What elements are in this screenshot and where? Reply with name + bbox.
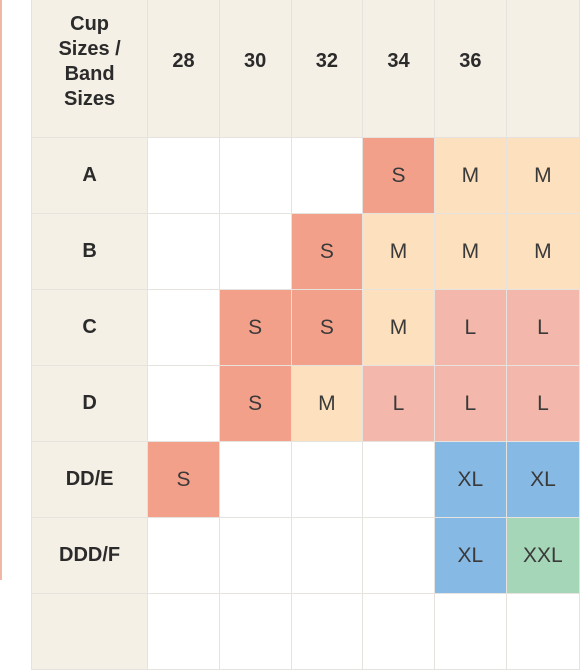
size-cell: XL bbox=[433, 517, 507, 594]
table-row: DD/E S XL XL bbox=[30, 441, 580, 518]
size-cell bbox=[218, 213, 292, 290]
size-cell: S bbox=[290, 289, 364, 366]
size-cell: M bbox=[433, 137, 507, 214]
size-cell: S bbox=[362, 137, 435, 214]
size-cell bbox=[290, 137, 364, 214]
size-cell: M bbox=[362, 213, 435, 290]
size-cell bbox=[147, 137, 220, 214]
corner-line: Cup bbox=[70, 12, 110, 35]
left-border-rule bbox=[0, 0, 2, 580]
corner-line: Sizes / bbox=[58, 37, 121, 60]
size-cell: S bbox=[218, 365, 292, 442]
band-header-28: 28 bbox=[147, 0, 220, 138]
size-cell: S bbox=[147, 441, 220, 518]
size-cell: XL bbox=[433, 441, 507, 518]
size-cell: L bbox=[505, 365, 580, 442]
size-cell bbox=[147, 213, 220, 290]
band-header-30: 30 bbox=[218, 0, 292, 138]
cup-size-header: D bbox=[30, 365, 149, 442]
size-cell bbox=[147, 593, 220, 670]
size-cell: XXL bbox=[505, 517, 580, 594]
size-cell bbox=[147, 365, 220, 442]
size-cell: L bbox=[362, 365, 435, 442]
band-header-36: 36 bbox=[433, 0, 507, 138]
size-cell bbox=[290, 517, 364, 594]
band-header-32: 32 bbox=[290, 0, 364, 138]
size-cell bbox=[362, 593, 435, 670]
size-cell bbox=[290, 441, 364, 518]
table-row bbox=[30, 593, 580, 670]
size-cell bbox=[147, 289, 220, 366]
size-cell: XL bbox=[505, 441, 580, 518]
band-header-next bbox=[505, 0, 580, 138]
corner-line: Band bbox=[64, 62, 115, 85]
size-cell bbox=[218, 137, 292, 214]
size-cell bbox=[362, 517, 435, 594]
size-cell bbox=[505, 593, 580, 670]
size-cell: S bbox=[290, 213, 364, 290]
size-cell bbox=[218, 593, 292, 670]
size-cell bbox=[147, 517, 220, 594]
cup-size-header: DDD/F bbox=[30, 517, 149, 594]
size-cell bbox=[218, 441, 292, 518]
corner-header: Cup Sizes / Band Sizes bbox=[30, 0, 149, 138]
size-cell: M bbox=[505, 213, 580, 290]
size-cell: M bbox=[505, 137, 580, 214]
size-cell: L bbox=[433, 365, 507, 442]
size-cell: M bbox=[362, 289, 435, 366]
table-row: DDD/F XL XXL bbox=[30, 517, 580, 594]
cup-size-header: B bbox=[30, 213, 149, 290]
size-cell: S bbox=[218, 289, 292, 366]
size-chart-body: A S M M B S M M M C S S M L L D S M L L L DD/E S XL XL DDD/F XL XXL bbox=[30, 137, 580, 670]
cup-size-header: A bbox=[30, 137, 149, 214]
size-cell: M bbox=[290, 365, 364, 442]
header-row: Cup Sizes / Band Sizes 28 30 32 34 36 bbox=[30, 0, 580, 138]
size-cell: L bbox=[505, 289, 580, 366]
cup-size-header bbox=[30, 593, 149, 670]
size-cell bbox=[433, 593, 507, 670]
cup-size-header: C bbox=[30, 289, 149, 366]
band-header-34: 34 bbox=[362, 0, 435, 138]
size-cell bbox=[290, 593, 364, 670]
cup-size-header: DD/E bbox=[30, 441, 149, 518]
size-cell: L bbox=[433, 289, 507, 366]
corner-line: Sizes bbox=[64, 87, 116, 110]
size-cell bbox=[218, 517, 292, 594]
size-cell bbox=[362, 441, 435, 518]
size-cell: M bbox=[433, 213, 507, 290]
